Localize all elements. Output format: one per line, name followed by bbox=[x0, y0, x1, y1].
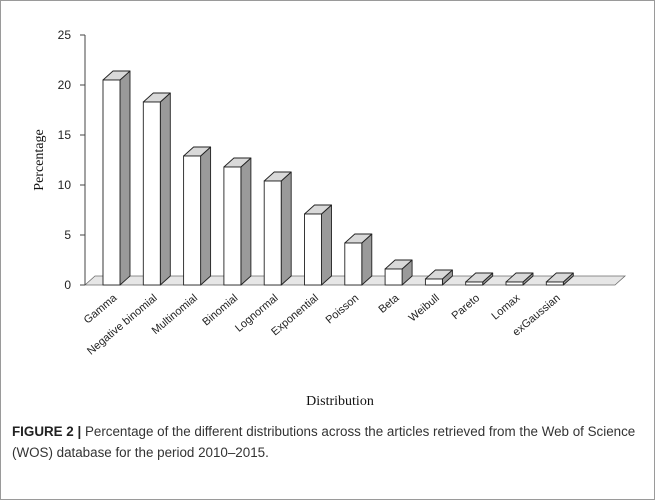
x-tick-label: Pareto bbox=[450, 292, 483, 322]
bar-side-face bbox=[280, 171, 292, 286]
x-tick-label: Weibull bbox=[407, 292, 442, 324]
x-tick-label: Poisson bbox=[324, 292, 362, 326]
bar-front-face bbox=[183, 155, 202, 286]
y-tick-label: 20 bbox=[58, 78, 72, 92]
bar-side-face bbox=[159, 92, 171, 286]
y-tick-label: 0 bbox=[64, 278, 71, 292]
x-tick-label: Negative binomial bbox=[85, 292, 160, 357]
bar bbox=[384, 259, 413, 286]
bar bbox=[505, 272, 534, 286]
bar-side-face bbox=[321, 204, 332, 286]
bar bbox=[183, 146, 212, 286]
bar-front-face bbox=[102, 79, 121, 286]
x-tick-label: Beta bbox=[376, 292, 402, 316]
bar bbox=[344, 233, 373, 286]
bar bbox=[263, 171, 292, 286]
bar-side-face bbox=[119, 70, 131, 286]
figure-caption: FIGURE 2 | Percentage of the different d… bbox=[12, 421, 644, 463]
x-tick-label: Binomial bbox=[200, 292, 240, 328]
bar-front-face bbox=[545, 281, 564, 286]
bar-front-face bbox=[263, 180, 282, 286]
bar-side-face bbox=[200, 146, 212, 286]
x-tick-label: Gamma bbox=[82, 292, 120, 327]
bar-front-face bbox=[505, 281, 524, 286]
bar-front-face bbox=[223, 166, 242, 286]
bar-front-face bbox=[384, 268, 403, 286]
bar bbox=[545, 272, 574, 286]
bar bbox=[102, 70, 131, 286]
y-tick-label: 25 bbox=[58, 28, 72, 42]
y-tick-label: 10 bbox=[58, 178, 72, 192]
bar-side-face bbox=[240, 157, 252, 286]
bar bbox=[304, 204, 332, 286]
bar-front-face bbox=[142, 101, 161, 286]
bar bbox=[465, 272, 494, 286]
y-axis-title: Percentage bbox=[32, 129, 47, 190]
bar bbox=[142, 92, 171, 286]
bar bbox=[424, 269, 453, 286]
bar-front-face bbox=[304, 213, 322, 286]
caption-text: Percentage of the different distribution… bbox=[12, 424, 636, 460]
y-tick-label: 15 bbox=[58, 128, 72, 142]
x-tick-label: Lomax bbox=[489, 292, 522, 323]
bar bbox=[223, 157, 252, 286]
bar-front-face bbox=[424, 278, 443, 286]
x-axis-title: Distribution bbox=[306, 394, 374, 409]
caption-label: FIGURE 2 | bbox=[12, 424, 82, 439]
y-tick-label: 5 bbox=[64, 228, 71, 242]
bar-front-face bbox=[344, 242, 363, 286]
bar-front-face bbox=[465, 281, 484, 286]
chart-bars bbox=[102, 70, 574, 286]
y-tick-labels: 0 5 10 15 20 25 bbox=[58, 28, 72, 292]
